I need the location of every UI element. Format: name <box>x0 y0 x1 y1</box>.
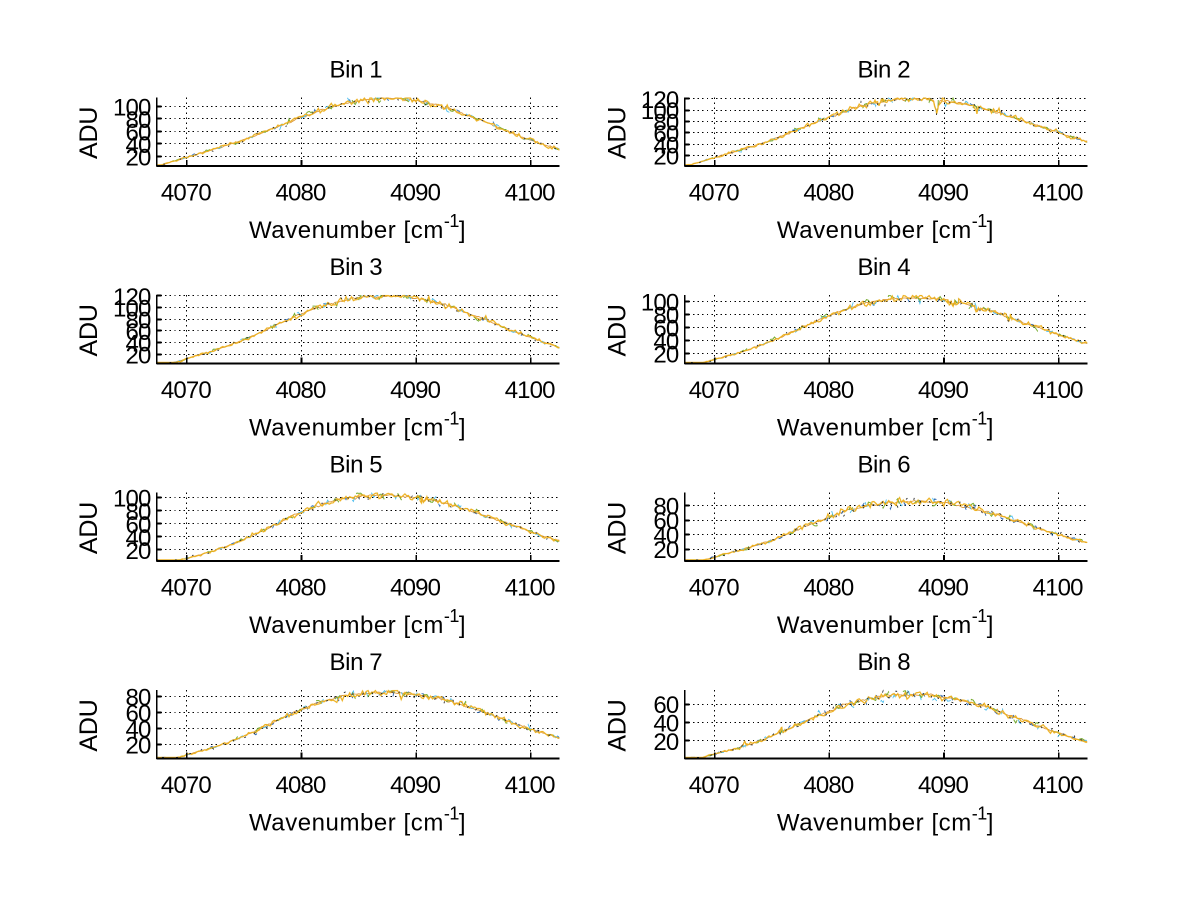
svg-text:Bin 5: Bin 5 <box>330 452 383 479</box>
svg-text:80: 80 <box>126 307 151 334</box>
svg-text:60: 60 <box>653 121 678 148</box>
svg-text:20: 20 <box>126 144 151 171</box>
svg-text:40: 40 <box>126 717 151 744</box>
svg-text:ADU: ADU <box>75 304 103 356</box>
svg-text:100: 100 <box>113 95 151 122</box>
svg-text:100: 100 <box>113 296 151 323</box>
svg-text:80: 80 <box>126 107 151 134</box>
svg-text:4090: 4090 <box>918 377 968 404</box>
svg-text:20: 20 <box>126 538 151 565</box>
svg-text:20: 20 <box>653 341 678 368</box>
svg-text:4090: 4090 <box>390 377 440 404</box>
svg-text:Bin 8: Bin 8 <box>857 649 910 676</box>
svg-text:60: 60 <box>126 701 151 728</box>
svg-text:80: 80 <box>126 499 151 526</box>
svg-text:Wavenumber [cm-1]: Wavenumber [cm-1] <box>777 606 994 639</box>
svg-text:4100: 4100 <box>1033 377 1083 404</box>
svg-text:4070: 4070 <box>161 772 211 799</box>
svg-text:4090: 4090 <box>390 180 440 207</box>
svg-text:4090: 4090 <box>918 772 968 799</box>
svg-text:100: 100 <box>113 486 151 513</box>
svg-text:4090: 4090 <box>918 180 968 207</box>
svg-text:4100: 4100 <box>1033 180 1083 207</box>
svg-text:Wavenumber [cm-1]: Wavenumber [cm-1] <box>249 804 466 837</box>
svg-text:4070: 4070 <box>689 180 739 207</box>
svg-text:60: 60 <box>126 319 151 346</box>
svg-text:4080: 4080 <box>276 772 326 799</box>
svg-text:20: 20 <box>653 537 678 564</box>
svg-text:60: 60 <box>653 508 678 535</box>
svg-text:4070: 4070 <box>689 575 739 602</box>
svg-text:40: 40 <box>653 328 678 355</box>
svg-text:4080: 4080 <box>803 180 853 207</box>
svg-text:Wavenumber [cm-1]: Wavenumber [cm-1] <box>777 409 994 442</box>
svg-text:4070: 4070 <box>689 772 739 799</box>
svg-text:Wavenumber [cm-1]: Wavenumber [cm-1] <box>777 211 994 244</box>
svg-text:100: 100 <box>641 290 679 317</box>
svg-text:40: 40 <box>126 132 151 159</box>
svg-text:4080: 4080 <box>276 575 326 602</box>
svg-text:20: 20 <box>653 729 678 756</box>
svg-text:4100: 4100 <box>1033 575 1083 602</box>
svg-text:Bin 7: Bin 7 <box>330 649 383 676</box>
svg-text:Bin 1: Bin 1 <box>330 57 383 84</box>
svg-text:20: 20 <box>653 144 678 171</box>
svg-text:4070: 4070 <box>161 575 211 602</box>
svg-text:ADU: ADU <box>75 699 103 751</box>
svg-text:4100: 4100 <box>1033 772 1083 799</box>
svg-text:Wavenumber [cm-1]: Wavenumber [cm-1] <box>249 606 466 639</box>
svg-text:4070: 4070 <box>161 377 211 404</box>
svg-text:4080: 4080 <box>803 377 853 404</box>
svg-text:40: 40 <box>126 525 151 552</box>
svg-text:40: 40 <box>653 132 678 159</box>
svg-text:40: 40 <box>653 711 678 738</box>
svg-text:80: 80 <box>653 303 678 330</box>
svg-text:80: 80 <box>653 494 678 521</box>
svg-text:40: 40 <box>126 331 151 358</box>
svg-text:60: 60 <box>653 692 678 719</box>
svg-text:4080: 4080 <box>803 575 853 602</box>
svg-text:Wavenumber [cm-1]: Wavenumber [cm-1] <box>249 211 466 244</box>
svg-text:4090: 4090 <box>918 575 968 602</box>
svg-text:ADU: ADU <box>604 107 632 159</box>
svg-text:80: 80 <box>126 685 151 712</box>
svg-text:4100: 4100 <box>505 377 555 404</box>
svg-text:120: 120 <box>641 87 679 114</box>
svg-text:Bin 3: Bin 3 <box>330 254 383 281</box>
svg-text:Wavenumber [cm-1]: Wavenumber [cm-1] <box>777 804 994 837</box>
svg-text:Bin 4: Bin 4 <box>857 254 910 281</box>
svg-text:Bin 6: Bin 6 <box>857 452 910 479</box>
svg-text:4100: 4100 <box>505 180 555 207</box>
svg-text:20: 20 <box>126 733 151 760</box>
svg-text:4090: 4090 <box>390 772 440 799</box>
svg-text:120: 120 <box>113 284 151 311</box>
svg-text:ADU: ADU <box>75 107 103 159</box>
svg-text:4100: 4100 <box>505 772 555 799</box>
svg-text:Wavenumber [cm-1]: Wavenumber [cm-1] <box>249 409 466 442</box>
svg-text:4100: 4100 <box>505 575 555 602</box>
svg-text:4070: 4070 <box>689 377 739 404</box>
svg-text:4090: 4090 <box>390 575 440 602</box>
svg-text:4070: 4070 <box>161 180 211 207</box>
svg-text:4080: 4080 <box>803 772 853 799</box>
svg-text:ADU: ADU <box>604 304 632 356</box>
svg-text:60: 60 <box>126 120 151 147</box>
svg-text:60: 60 <box>126 512 151 539</box>
svg-text:20: 20 <box>126 342 151 369</box>
svg-text:40: 40 <box>653 523 678 550</box>
svg-text:4080: 4080 <box>276 377 326 404</box>
svg-text:ADU: ADU <box>75 502 103 554</box>
svg-text:ADU: ADU <box>604 502 632 554</box>
svg-text:ADU: ADU <box>604 699 632 751</box>
svg-text:80: 80 <box>653 110 678 137</box>
svg-text:60: 60 <box>653 315 678 342</box>
svg-text:100: 100 <box>641 98 679 125</box>
svg-text:4080: 4080 <box>276 180 326 207</box>
svg-text:Bin 2: Bin 2 <box>857 57 910 84</box>
